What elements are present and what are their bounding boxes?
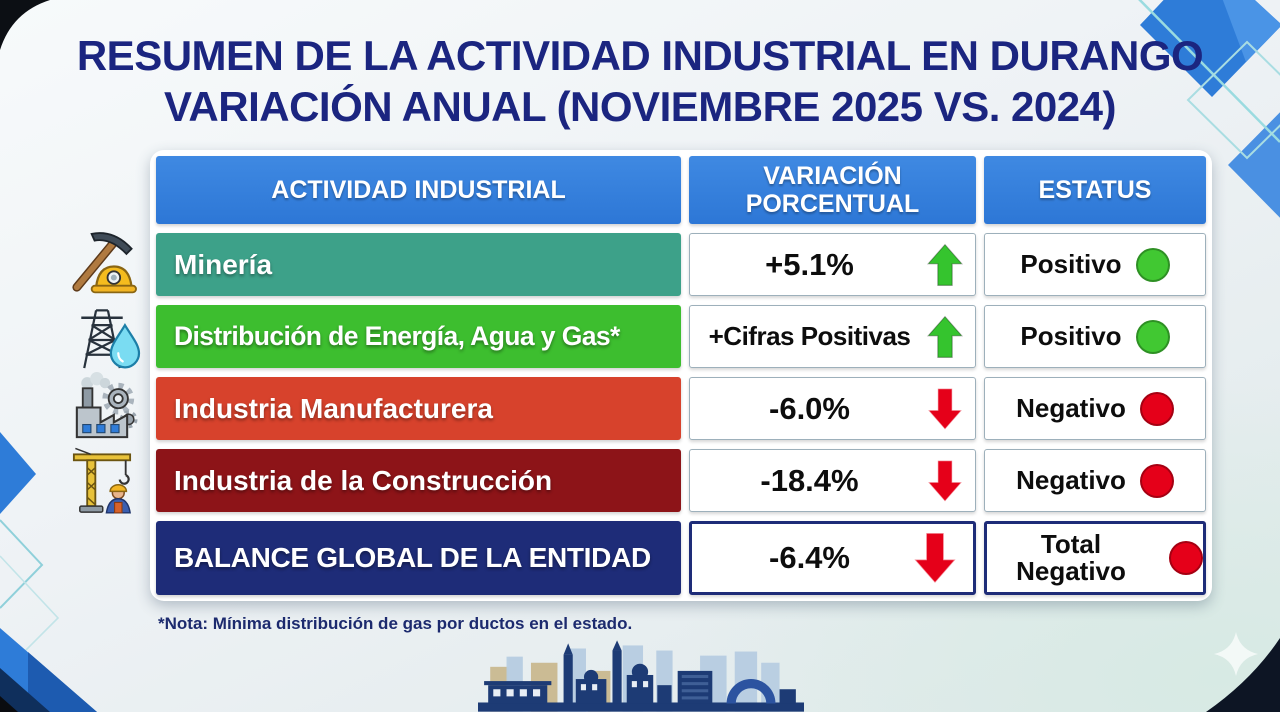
activity-label: Industria de la Construcción — [174, 464, 553, 496]
activity-cell: Minería — [156, 233, 681, 296]
variation-cell: +5.1% — [689, 233, 976, 296]
construction-icon — [50, 447, 154, 514]
header-activity: ACTIVIDAD INDUSTRIAL — [156, 156, 681, 224]
trend-arrow-up-icon — [927, 243, 963, 286]
status-cell: Total Negativo — [984, 521, 1206, 595]
status-cell: Positivo — [984, 233, 1206, 296]
header-variation: VARIACIÓN PORCENTUAL — [689, 156, 976, 224]
trend-arrow-down-icon — [913, 532, 957, 585]
status-cell: Negativo — [984, 377, 1206, 440]
status-dot — [1139, 463, 1174, 498]
sector-icon-rail — [50, 231, 154, 521]
trend-arrow-down-icon — [927, 459, 963, 502]
variation-value: -6.0% — [769, 390, 850, 426]
trend-arrow-down-icon — [927, 387, 963, 430]
title-line-1: RESUMEN DE LA ACTIVIDAD INDUSTRIAL EN DU… — [76, 32, 1204, 79]
title-line-2: VARIACIÓN ANUAL (NOVIEMBRE 2025 VS. 2024… — [164, 83, 1116, 130]
footnote: *Nota: Mínima distribución de gas por du… — [158, 614, 633, 633]
status-cell: Negativo — [984, 449, 1206, 512]
status-label: Negativo — [1016, 392, 1126, 423]
status-dot — [1139, 391, 1174, 426]
activity-label: Industria Manufacturera — [174, 392, 493, 424]
variation-value: -6.4% — [769, 540, 850, 575]
header-status: ESTATUS — [984, 156, 1206, 224]
variation-value: -18.4% — [760, 462, 859, 498]
city-skyline-illustration — [478, 640, 804, 712]
activity-label: Distribución de Energía, Agua y Gas* — [174, 321, 620, 351]
status-label: Positivo — [1020, 320, 1122, 351]
sparkle-icon — [1214, 632, 1258, 676]
status-dot — [1169, 541, 1203, 575]
activity-label: Minería — [174, 248, 273, 280]
page-title: RESUMEN DE LA ACTIVIDAD INDUSTRIAL EN DU… — [0, 30, 1280, 132]
mining-icon — [50, 231, 154, 296]
status-label: Negativo — [1016, 464, 1126, 495]
activity-cell: Distribución de Energía, Agua y Gas* — [156, 305, 681, 368]
variation-cell: -6.0% — [689, 377, 976, 440]
activity-label: BALANCE GLOBAL DE LA ENTIDAD — [174, 542, 651, 573]
trend-arrow-up-icon — [927, 315, 963, 358]
industrial-activity-table: ACTIVIDAD INDUSTRIAL VARIACIÓN PORCENTUA… — [150, 150, 1212, 601]
variation-cell: +Cifras Positivas — [689, 305, 976, 368]
status-dot — [1135, 247, 1170, 282]
status-dot — [1135, 319, 1170, 354]
variation-value: +5.1% — [765, 246, 854, 282]
activity-cell: Industria Manufacturera — [156, 377, 681, 440]
variation-cell: -6.4% — [689, 521, 976, 595]
variation-cell: -18.4% — [689, 449, 976, 512]
activity-cell: Industria de la Construcción — [156, 449, 681, 512]
status-label: Total Negativo — [1016, 528, 1126, 586]
status-cell: Positivo — [984, 305, 1206, 368]
energy-water-icon — [50, 305, 154, 368]
manufacturing-icon — [50, 371, 154, 440]
status-label: Positivo — [1020, 248, 1122, 279]
variation-value: +Cifras Positivas — [708, 321, 911, 351]
activity-cell: BALANCE GLOBAL DE LA ENTIDAD — [156, 521, 681, 595]
